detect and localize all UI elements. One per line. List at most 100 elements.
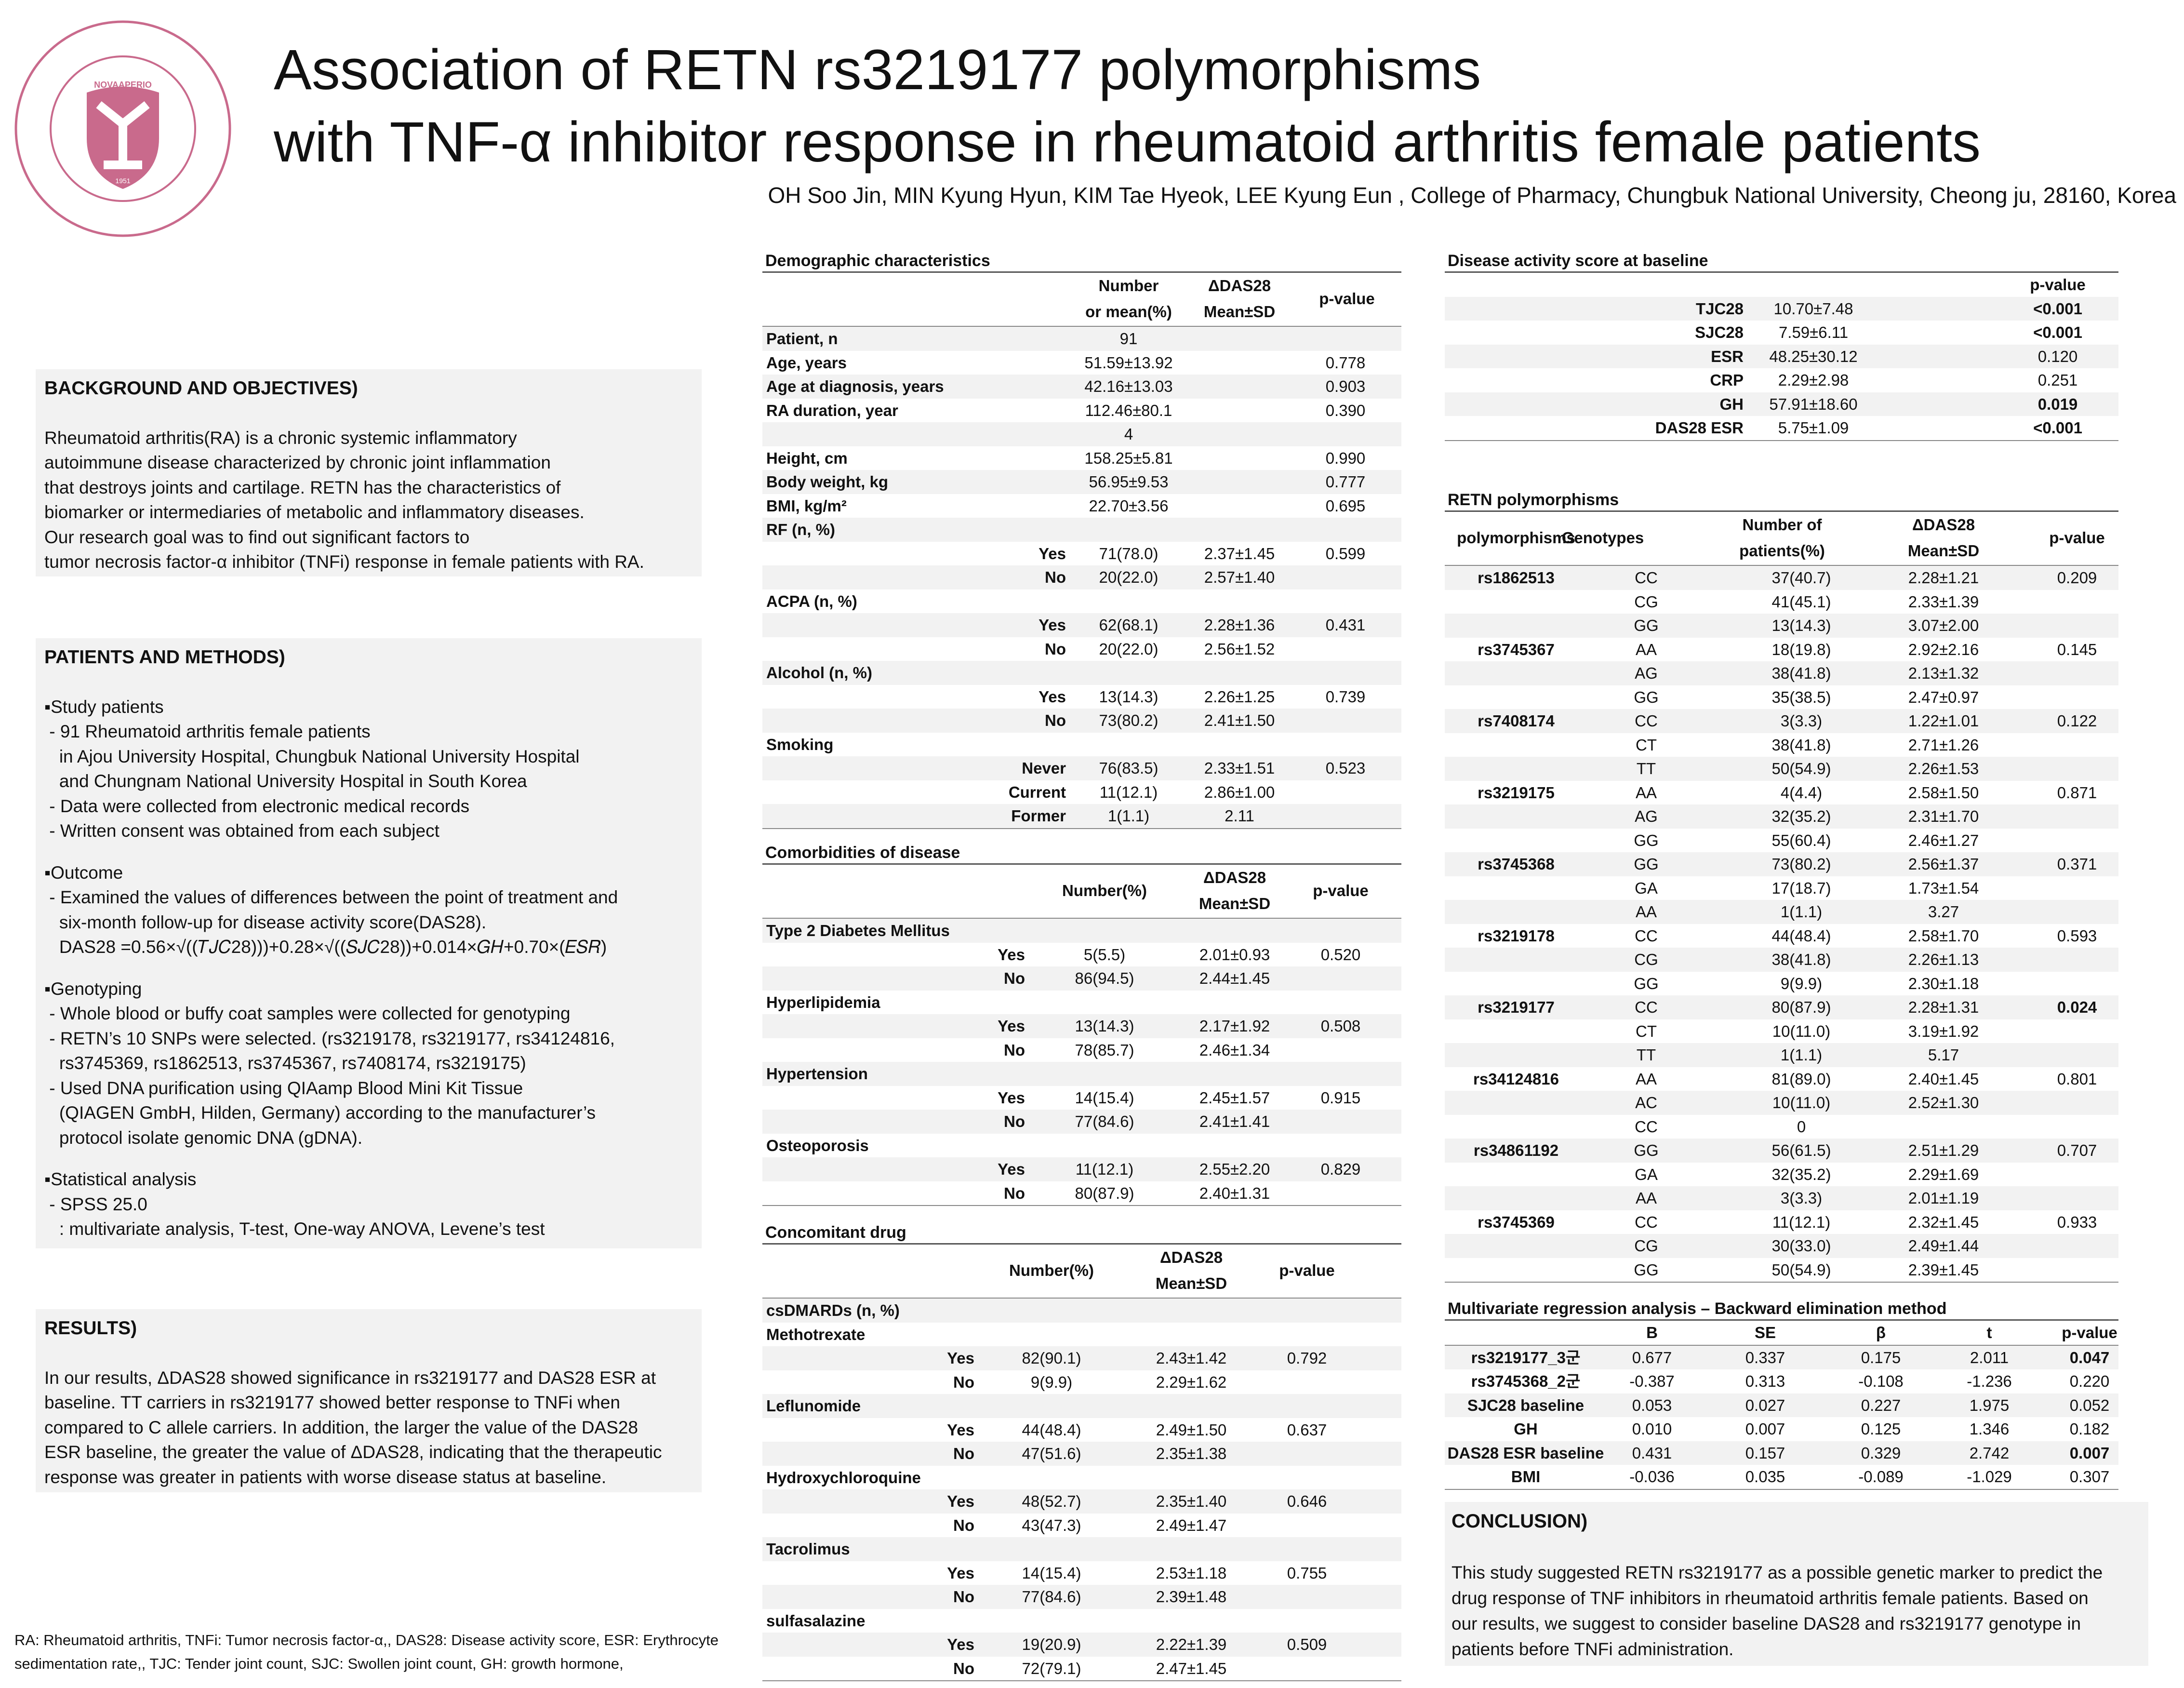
table-cell: 2.22±1.39 — [1156, 1635, 1227, 1653]
table-cell: 1.975 — [1969, 1396, 2010, 1414]
table-row: DAS28 ESR 5.75±1.09 <0.001 — [1445, 416, 2118, 440]
text-line: six-month follow-up for disease activity… — [44, 912, 487, 932]
table-cell: No — [953, 1659, 974, 1677]
table-row: Yes 19(20.9) 2.22±1.39 0.509 — [762, 1633, 1401, 1657]
table-cell: 2.01±1.19 — [1908, 1189, 1979, 1207]
text-line: autoimmune disease characterized by chro… — [44, 453, 551, 472]
table-cell: 5.17 — [1928, 1046, 1959, 1064]
table-cell: 7.59±6.11 — [1778, 323, 1849, 341]
table-cell: 2.26±1.13 — [1908, 951, 1979, 968]
table-rule — [762, 1298, 1401, 1299]
table-row: GG 35(38.5) 2.47±0.97 — [1445, 685, 2118, 710]
table-row: GG 50(54.9) 2.39±1.45 — [1445, 1258, 2118, 1282]
table-cell: BMI — [1511, 1468, 1541, 1486]
table-cell: Height, cm — [766, 449, 848, 467]
table-cell: 22.70±3.56 — [1089, 496, 1169, 515]
table-row: GA 17(18.7) 1.73±1.54 — [1445, 876, 2118, 900]
table-row: Hyperlipidemia — [762, 991, 1401, 1015]
table-cell: 3(3.3) — [1780, 1189, 1823, 1207]
conclusion-section: CONCLUSION) This study suggested RETN rs… — [1445, 1502, 2148, 1666]
table-cell: 35(38.5) — [1771, 688, 1831, 706]
table-cell: 0.120 — [2038, 347, 2078, 365]
text-line: in Ajou University Hospital, Chungbuk Na… — [44, 746, 580, 766]
table-cell: -0.387 — [1629, 1372, 1675, 1390]
table-cell: 0.903 — [1325, 377, 1366, 395]
methods-text: ▪Study patients - 91 Rheumatoid arthriti… — [44, 695, 693, 1242]
results-text: In our results, ΔDAS28 showed significan… — [44, 1366, 693, 1490]
table-cell: CT — [1636, 736, 1657, 754]
table-cell: Body weight, kg — [766, 473, 889, 491]
spacer — [44, 1150, 693, 1167]
table-cell: 80(87.9) — [1075, 1184, 1134, 1202]
table-cell: No — [953, 1445, 974, 1462]
footnote-abbreviations: RA: Rheumatoid arthritis, TNFi: Tumor ne… — [14, 1632, 719, 1672]
table-cell: DAS28 ESR — [1655, 419, 1744, 437]
spacer — [44, 844, 693, 860]
table-cell: 2.57±1.40 — [1204, 568, 1275, 586]
table-cell: AA — [1635, 903, 1657, 921]
table-row: Type 2 Diabetes Mellitus — [762, 919, 1401, 943]
table-row: GA 32(35.2) 2.29±1.69 — [1445, 1163, 2118, 1187]
table-cell: 2.17±1.92 — [1199, 1017, 1270, 1035]
table-title: Multivariate regression analysis – Backw… — [1448, 1299, 1947, 1318]
table-row: ACPA (n, %) — [762, 589, 1401, 614]
table-row: TJC28 10.70±7.48 <0.001 — [1445, 296, 2118, 321]
table-row: Yes 82(90.1) 2.43±1.42 0.792 — [762, 1346, 1401, 1370]
table-cell: 2.49±1.44 — [1908, 1237, 1979, 1255]
table-cell: 0.035 — [1745, 1468, 1785, 1486]
table-cell: GH — [1514, 1420, 1538, 1438]
text-line: compared to C allele carriers. In additi… — [44, 1417, 638, 1437]
table-cell: Yes — [998, 1017, 1025, 1035]
background-section: BACKGROUND AND OBJECTIVES) Rheumatoid ar… — [36, 369, 702, 576]
table-cell: rs3745369 — [1478, 1213, 1555, 1231]
table-cell: 2.86±1.00 — [1204, 783, 1275, 801]
table-cell: 17(18.7) — [1771, 879, 1831, 897]
table-cell: 2.35±1.40 — [1156, 1492, 1227, 1510]
table-rule — [1445, 1344, 2118, 1346]
background-text: Rheumatoid arthritis(RA) is a chronic sy… — [44, 426, 693, 575]
table-cell: 44(48.4) — [1022, 1420, 1081, 1439]
table-row: rs3745368 GG 73(80.2) 2.56±1.37 0.371 — [1445, 852, 2118, 876]
table-row: Yes 13(14.3) 2.17±1.92 0.508 — [762, 1014, 1401, 1038]
table-cell: 20(22.0) — [1099, 568, 1159, 586]
table-row: Never 76(83.5) 2.33±1.51 0.523 — [762, 756, 1401, 780]
table-cell: 77(84.6) — [1022, 1588, 1081, 1606]
table-cell: 48(52.7) — [1022, 1492, 1081, 1510]
demographics-table: Demographic characteristics Number or mean… — [762, 251, 1401, 829]
table-cell: AA — [1635, 1070, 1657, 1088]
table-cell: 0.508 — [1320, 1017, 1361, 1035]
poster-title-line1: Association of RETN rs3219177 polymorphi… — [274, 38, 1481, 102]
table-cell: CRP — [1710, 371, 1744, 389]
table-cell: Hyperlipidemia — [766, 993, 880, 1011]
table-cell: Methotrexate — [766, 1325, 866, 1343]
table-rule — [762, 1205, 1401, 1206]
table-row: rs3745367 AA 18(19.8) 2.92±2.16 0.145 — [1445, 638, 2118, 662]
table-cell: SJC28 — [1695, 323, 1744, 341]
table-cell: 2.28±1.36 — [1204, 616, 1275, 634]
table-cell: 0.010 — [1632, 1420, 1672, 1438]
table-cell: 73(80.2) — [1771, 855, 1831, 873]
table-cell: AC — [1635, 1094, 1657, 1112]
table-cell: -1.236 — [1967, 1372, 2012, 1390]
table-cell: GG — [1634, 1141, 1659, 1159]
text-line: our results, we suggest to consider base… — [1452, 1614, 2081, 1634]
table-cell: 2.41±1.50 — [1204, 711, 1275, 729]
table-row: No 78(85.7) 2.46±1.34 — [762, 1038, 1401, 1062]
table-cell: 2.011 — [1970, 1348, 2009, 1366]
table-cell: Yes — [998, 945, 1025, 964]
table-cell: ESR — [1711, 347, 1744, 365]
table-row: CG 38(41.8) 2.26±1.13 — [1445, 948, 2118, 972]
table-cell: rs7408174 — [1478, 712, 1555, 730]
text-line: and Chungnam National University Hospita… — [44, 771, 527, 791]
table-header: Number or mean(%) ΔDAS28 Mean±SD p-value — [762, 273, 1401, 326]
table-cell: Hydroxychloroquine — [766, 1468, 921, 1487]
table-row: rs34861192 GG 56(61.5) 2.51±1.29 0.707 — [1445, 1139, 2118, 1163]
table-cell: 0.182 — [2069, 1420, 2110, 1438]
table-cell: 50(54.9) — [1771, 760, 1831, 777]
table-cell: 14(15.4) — [1075, 1088, 1134, 1107]
table-row: TT 50(54.9) 2.26±1.53 — [1445, 757, 2118, 781]
table-rule — [762, 863, 1401, 865]
column-header: Mean±SD — [1203, 303, 1276, 321]
table-row: DAS28 ESR baseline 0.431 0.157 0.329 2.742 0.… — [1445, 1441, 2118, 1465]
column-header: t — [1986, 1324, 1992, 1341]
